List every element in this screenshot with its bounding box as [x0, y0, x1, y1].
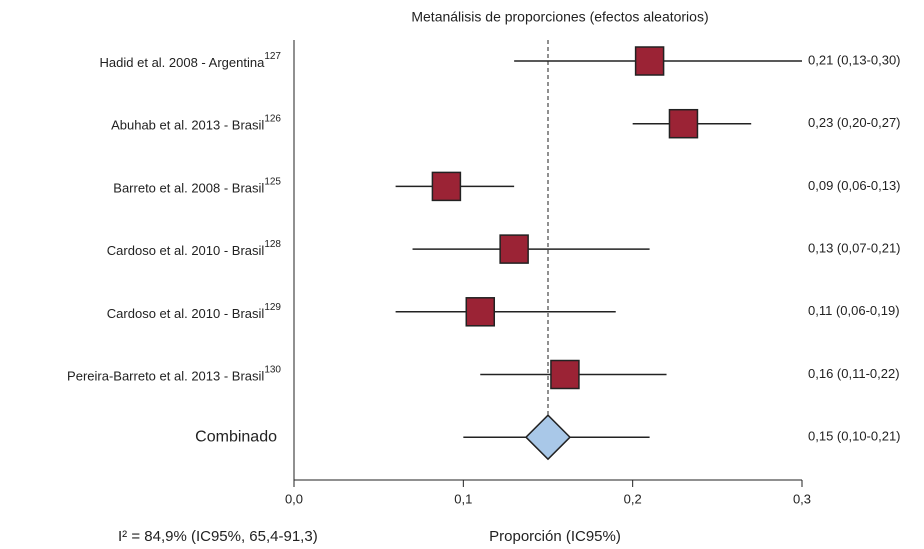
- study-label: Cardoso et al. 2010 - Brasil128: [107, 239, 282, 259]
- reference-superscript: 125: [264, 176, 281, 187]
- point-estimate: [550, 359, 580, 390]
- x-tick-label: 0,0: [285, 491, 303, 506]
- point-estimate: [431, 171, 462, 202]
- value-label: 0,09 (0,06-0,13): [808, 178, 901, 193]
- study-name: Hadid et al. 2008 - Argentina: [100, 55, 266, 70]
- study-label: Pereira-Barreto et al. 2013 - Brasil130: [67, 364, 281, 384]
- study-name: Cardoso et al. 2010 - Brasil: [107, 306, 265, 321]
- study-label: Barreto et al. 2008 - Brasil125: [113, 176, 281, 196]
- point-estimate: [634, 46, 665, 76]
- x-tick-label: 0,3: [793, 491, 811, 506]
- study-name: Barreto et al. 2008 - Brasil: [113, 181, 264, 196]
- pooled-diamond: [524, 414, 572, 461]
- value-label: 0,21 (0,13-0,30): [808, 52, 901, 67]
- footnote: I² = 84,9% (IC95%, 65,4-91,3): [118, 528, 318, 545]
- study-label: Hadid et al. 2008 - Argentina127: [100, 51, 282, 71]
- value-label: 0,16 (0,11-0,22): [808, 366, 900, 381]
- value-label: 0,13 (0,07-0,21): [808, 241, 901, 256]
- study-name: Abuhab et al. 2013 - Brasil: [111, 118, 264, 133]
- x-tick-label: 0,2: [624, 491, 642, 506]
- point-estimate: [668, 108, 699, 139]
- reference-superscript: 127: [264, 51, 281, 62]
- x-tick-label: 0,1: [454, 491, 472, 506]
- reference-superscript: 129: [264, 301, 281, 312]
- pooled-label: Combinado: [195, 428, 277, 445]
- reference-superscript: 130: [264, 364, 281, 375]
- study-name: Pereira-Barreto et al. 2013 - Brasil: [67, 369, 264, 384]
- reference-superscript: 126: [264, 113, 281, 124]
- value-label: 0,23 (0,20-0,27): [808, 115, 901, 130]
- chart-title: Metanálisis de proporciones (efectos ale…: [411, 9, 708, 25]
- x-axis-label: Proporción (IC95%): [489, 528, 621, 545]
- study-label: Cardoso et al. 2010 - Brasil129: [107, 301, 282, 321]
- reference-superscript: 128: [264, 239, 281, 250]
- study-label: Abuhab et al. 2013 - Brasil126: [111, 113, 281, 133]
- study-name: Cardoso et al. 2010 - Brasil: [107, 244, 265, 259]
- point-estimate: [465, 297, 496, 327]
- point-estimate: [499, 234, 529, 264]
- value-label: 0,15 (0,10-0,21): [808, 429, 901, 444]
- value-label: 0,11 (0,06-0,19): [808, 303, 900, 318]
